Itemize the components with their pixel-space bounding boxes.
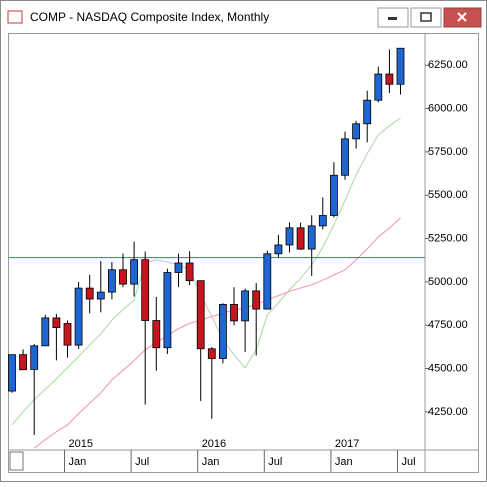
y-tick-label: 5250.00 <box>428 232 468 244</box>
candle-body <box>241 290 250 322</box>
candle-body <box>296 227 305 250</box>
y-tick-label: 6250.00 <box>428 59 468 71</box>
candle-body <box>307 225 316 250</box>
restore-button[interactable] <box>410 7 442 28</box>
y-tick-label: 4250.00 <box>428 406 468 418</box>
candle-body <box>207 348 216 359</box>
candle-body <box>119 269 127 285</box>
candle-body <box>8 354 16 392</box>
window-title: COMP - NASDAQ Composite Index, Monthly <box>30 10 269 24</box>
app-icon <box>7 10 23 24</box>
candle-body <box>263 253 272 310</box>
candle-body <box>374 73 383 101</box>
year-label: 2016 <box>202 438 226 450</box>
year-label: 2015 <box>69 438 93 450</box>
candle-body <box>41 317 50 347</box>
y-tick-label: 5750.00 <box>428 146 468 158</box>
candle-body <box>396 47 405 85</box>
y-tick-label: 4750.00 <box>428 319 468 331</box>
candle-body <box>218 303 227 359</box>
candle-body <box>329 174 338 216</box>
moving-average-line <box>11 117 401 426</box>
candle-body <box>174 262 183 273</box>
x-tick-label: Jan <box>69 456 87 468</box>
minimize-button[interactable] <box>377 7 409 28</box>
candle-body <box>352 123 361 140</box>
candle-body <box>108 269 116 293</box>
candle-body <box>19 354 28 371</box>
y-tick-label: 4500.00 <box>428 362 468 374</box>
x-tick-label: Jul <box>135 456 149 468</box>
candle-body <box>63 323 72 346</box>
candle-body <box>152 320 161 349</box>
candle-body <box>74 287 83 346</box>
candle-body <box>341 138 349 176</box>
candle-body <box>52 317 61 329</box>
plot: 4250.00 4500.00 4750.00 5000.00 5250.00 5500.… <box>8 47 468 472</box>
candle-body <box>385 73 394 85</box>
candle-body <box>196 280 205 350</box>
candle-body <box>363 99 372 125</box>
candle-body <box>185 262 194 282</box>
chart-frame <box>8 33 479 473</box>
x-tick-label: Jan <box>335 456 353 468</box>
candle-body <box>252 290 261 310</box>
candle-body <box>96 291 105 300</box>
close-button[interactable] <box>443 7 482 28</box>
y-tick-label: 5000.00 <box>428 276 468 288</box>
moving-average-line <box>33 217 401 449</box>
candle-body <box>285 227 294 246</box>
candle-body <box>141 259 150 321</box>
candle-body <box>30 345 39 370</box>
candle-body <box>130 259 139 285</box>
y-tick-label: 5500.00 <box>428 189 468 201</box>
y-tick-label: 6000.00 <box>428 102 468 114</box>
scroll-marker[interactable] <box>9 451 24 471</box>
year-label: 2017 <box>335 438 359 450</box>
candle-body <box>163 272 172 349</box>
x-tick-label: Jan <box>202 456 220 468</box>
x-tick-label: Jul <box>268 456 282 468</box>
candle-body <box>274 244 283 255</box>
candle-body <box>230 303 238 322</box>
candle-body <box>85 287 94 300</box>
x-tick-label: Jul <box>402 456 416 468</box>
candle-body <box>318 215 327 227</box>
